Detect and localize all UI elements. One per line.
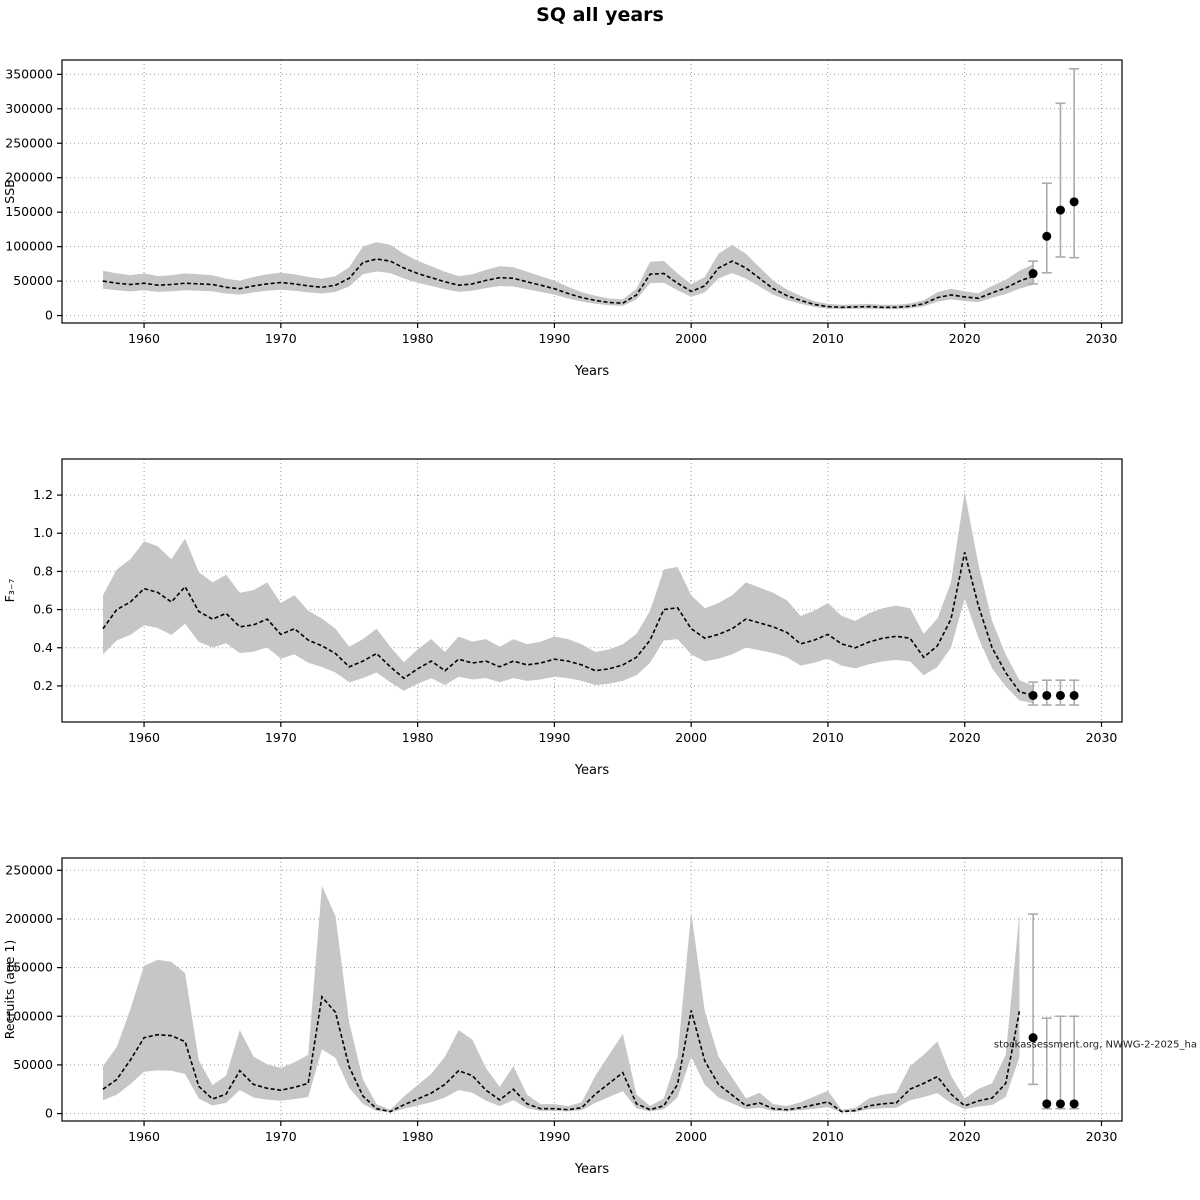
fbar-panel: 1960 1970 1980 1990 2000 2010 2020 2030 0.2 0.4 0.…: [0, 444, 1200, 799]
y-tick-label: 0: [45, 308, 53, 323]
forecast-points: [1028, 913, 1080, 1110]
y-tick-label: 100000: [5, 1008, 53, 1023]
ssb-panel: 1960 1970 1980 1990 2000 2010 2020 2030 0 50000 10…: [0, 45, 1200, 400]
x-tick-label: 2000: [675, 1129, 707, 1144]
forecast-dot: [1055, 1099, 1065, 1109]
x-tick-label: 2030: [1086, 331, 1118, 346]
forecast-dot: [1069, 690, 1079, 700]
forecast-dot: [1028, 269, 1038, 279]
x-tick-label: 1980: [402, 1129, 434, 1144]
y-tick-label: 50000: [13, 1057, 53, 1072]
y-tick-label: 0.4: [33, 640, 53, 655]
forecast-dot: [1069, 197, 1079, 207]
x-tick-label: 1980: [402, 331, 434, 346]
forecast-points: [1028, 679, 1080, 706]
x-tick-label: 2020: [949, 1129, 981, 1144]
forecast-dot: [1028, 690, 1038, 700]
axes: 1960 1970 1980 1990 2000 2010 2020 2030 0 50000 10…: [2, 862, 1117, 1177]
axes: 1960 1970 1980 1990 2000 2010 2020 2030 0.2 0.4 0.…: [2, 487, 1117, 778]
confidence-band: [103, 885, 1020, 1113]
watermark-annotation: stockassessment.org, NWWG-2-2025_ha: [994, 1039, 1197, 1050]
y-axis-label: SSB: [2, 179, 17, 203]
x-tick-label: 1970: [265, 1129, 297, 1144]
plot-box: [61, 458, 1123, 723]
y-tick-label: 200000: [5, 911, 53, 926]
x-tick-label: 2000: [675, 331, 707, 346]
x-tick-label: 1970: [265, 331, 297, 346]
x-tick-label: 2020: [949, 331, 981, 346]
y-tick-label: 150000: [5, 204, 53, 219]
forecast-points: [1028, 68, 1080, 285]
x-tick-label: 2030: [1086, 1129, 1118, 1144]
y-tick-label: 1.0: [33, 525, 53, 540]
y-tick-label: 150000: [5, 960, 53, 975]
forecast-dot: [1042, 1099, 1052, 1109]
forecast-dot: [1069, 1099, 1079, 1109]
fbar-chart: 1960 1970 1980 1990 2000 2010 2020 2030 0.2 0.4 0.…: [2, 458, 1123, 778]
x-tick-label: 2010: [812, 730, 844, 745]
y-tick-label: 0: [45, 1106, 53, 1121]
page-title: SQ all years: [536, 4, 664, 26]
recruits-panel: 1960 1970 1980 1990 2000 2010 2020 2030 0 50000 10…: [0, 843, 1200, 1198]
plot-box: [61, 857, 1123, 1122]
y-tick-label: 200000: [5, 170, 53, 185]
x-tick-label: 1990: [538, 730, 570, 745]
y-tick-label: 50000: [13, 273, 53, 288]
y-axis-label: F₃₋₇: [2, 579, 17, 603]
y-tick-label: 0.8: [33, 563, 53, 578]
x-tick-label: 1960: [128, 730, 160, 745]
forecast-dot: [1055, 690, 1065, 700]
x-tick-label: 2030: [1086, 730, 1118, 745]
confidence-band: [103, 492, 1034, 704]
x-tick-label: 1970: [265, 730, 297, 745]
y-axis-label: Recruits (age 1): [2, 940, 17, 1040]
x-tick-label: 1990: [538, 1129, 570, 1144]
forecast-dot: [1042, 690, 1052, 700]
y-tick-label: 350000: [5, 66, 53, 81]
plot-box: [61, 59, 1123, 324]
axes: 1960 1970 1980 1990 2000 2010 2020 2030 0 50000 10…: [2, 66, 1117, 379]
x-axis-label: Years: [574, 1162, 610, 1177]
y-tick-label: 300000: [5, 101, 53, 116]
y-tick-label: 250000: [5, 135, 53, 150]
x-tick-label: 2010: [812, 331, 844, 346]
x-tick-label: 1960: [128, 331, 160, 346]
y-tick-label: 250000: [5, 862, 53, 877]
recruits-chart: 1960 1970 1980 1990 2000 2010 2020 2030 0 50000 10…: [2, 857, 1197, 1177]
x-tick-label: 1960: [128, 1129, 160, 1144]
forecast-dot: [1055, 205, 1065, 215]
y-tick-label: 100000: [5, 239, 53, 254]
x-tick-label: 2010: [812, 1129, 844, 1144]
x-tick-label: 1980: [402, 730, 434, 745]
x-tick-label: 2000: [675, 730, 707, 745]
median-line: [102, 258, 1034, 309]
confidence-band: [103, 242, 1034, 310]
forecast-dot: [1028, 1033, 1038, 1043]
y-tick-label: 1.2: [33, 487, 53, 502]
x-tick-label: 2020: [949, 730, 981, 745]
y-tick-label: 0.2: [33, 678, 53, 693]
median-line: [102, 994, 1021, 1113]
y-tick-label: 0.6: [33, 602, 53, 617]
x-tick-label: 1990: [538, 331, 570, 346]
ssb-chart: 1960 1970 1980 1990 2000 2010 2020 2030 0 50000 10…: [2, 59, 1123, 379]
median-line: [102, 552, 1034, 697]
forecast-dot: [1042, 231, 1052, 241]
x-axis-label: Years: [574, 364, 610, 379]
x-axis-label: Years: [574, 763, 610, 778]
